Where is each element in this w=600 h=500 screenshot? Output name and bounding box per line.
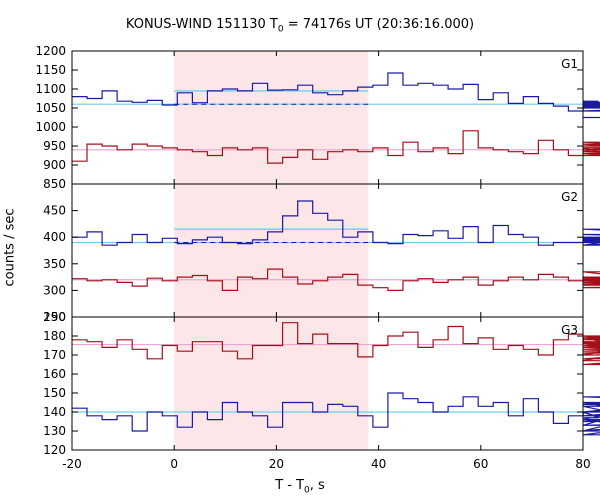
x-axis-label-subscript: 0 (304, 485, 310, 496)
y-tick-label: 350 (43, 257, 66, 271)
y-tick-label: 850 (43, 177, 66, 191)
x-tick-label: 80 (575, 457, 590, 471)
y-tick-label: 950 (43, 139, 66, 153)
y-tick-label: 300 (43, 283, 66, 297)
x-tick-label: 60 (473, 457, 488, 471)
y-tick-label: 130 (43, 424, 66, 438)
x-tick-label: 0 (170, 457, 178, 471)
hard-band-lightcurve (72, 72, 600, 119)
chart-title-text: KONUS-WIND 151130 T (125, 17, 278, 32)
y-tick-label: 900 (43, 158, 66, 172)
y-tick-label: 1000 (35, 120, 66, 134)
y-tick-label: 150 (43, 386, 66, 400)
y-tick-label: 140 (43, 405, 66, 419)
y-tick-label: 250 (43, 310, 66, 324)
hard-band-lightcurve (72, 200, 600, 246)
x-axis-label: T - T0, s (0, 478, 600, 496)
y-tick-label: 1050 (35, 101, 66, 115)
chart-title-suffix: = 74176s UT (20:36:16.000) (283, 17, 475, 32)
x-tick-label: 20 (269, 457, 284, 471)
hard-band-lightcurve (72, 392, 600, 436)
y-tick-label: 180 (43, 329, 66, 343)
soft-band-lightcurve (72, 268, 600, 291)
chart-title: KONUS-WIND 151130 T0 = 74176s UT (20:36:… (0, 17, 600, 35)
y-tick-label: 1150 (35, 63, 66, 77)
chart-title-subscript: 0 (277, 24, 284, 35)
burst-interval-shading (174, 51, 369, 450)
y-tick-label: 450 (43, 204, 66, 218)
y-tick-label: 1100 (35, 82, 66, 96)
panel-label: G2 (561, 190, 578, 204)
y-tick-label: 160 (43, 367, 66, 381)
y-tick-label: 400 (43, 230, 66, 244)
y-tick-label: 1200 (35, 44, 66, 58)
soft-band-lightcurve (72, 322, 600, 366)
panel-g3: 120 130 140 150 160 170 180 190 G3 (43, 310, 600, 457)
y-tick-label: 170 (43, 348, 66, 362)
y-axis-label: counts / sec (2, 208, 18, 287)
y-tick-label: 190 (43, 310, 66, 324)
panel-label: G1 (561, 57, 578, 71)
panel-frame (71, 316, 584, 451)
x-tick-label: 40 (371, 457, 386, 471)
panel-g2: 250 300 350 400 450 G2 (43, 183, 600, 324)
x-tick-label: -20 (62, 457, 82, 471)
x-axis-label-text: T - T (275, 478, 305, 493)
panel-label: G3 (561, 323, 578, 337)
soft-band-lightcurve (72, 130, 600, 164)
y-tick-label: 120 (43, 443, 66, 457)
x-axis-label-suffix: , s (309, 478, 325, 493)
